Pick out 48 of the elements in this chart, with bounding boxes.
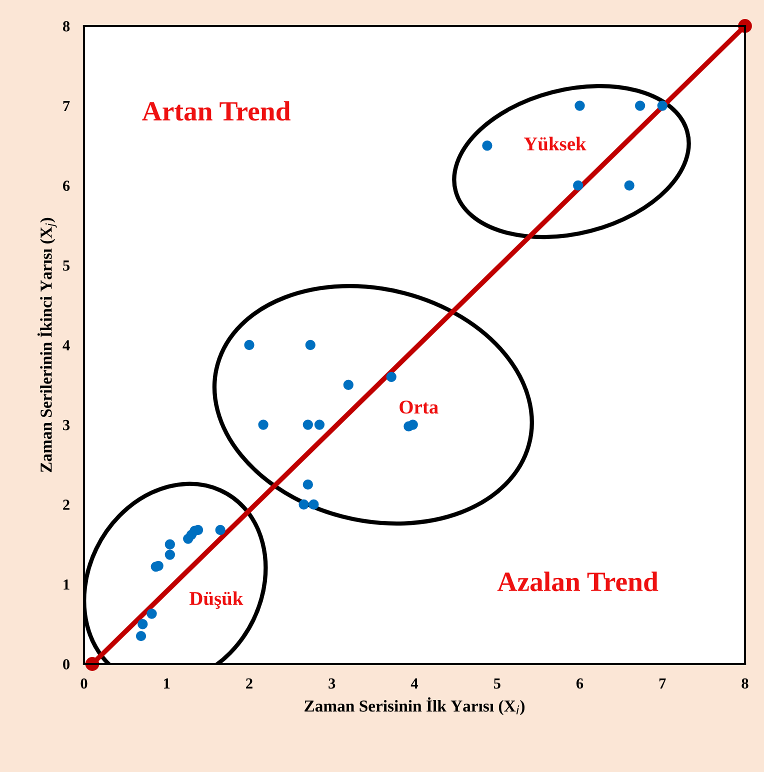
point	[146, 608, 157, 619]
x-tick-label: 5	[494, 678, 500, 689]
point	[624, 180, 634, 191]
y-tick-label: 5	[63, 260, 70, 271]
x-tick-label: 4	[410, 678, 418, 688]
point	[298, 499, 309, 510]
y-tick-label: 0	[63, 659, 70, 670]
y-axis-title: Zaman Serilerinin İkinci Yarısı (X$_{j}$)	[37, 218, 57, 472]
point	[302, 479, 313, 490]
y-tick-label: 8	[62, 21, 70, 32]
point	[408, 420, 418, 430]
point	[308, 499, 319, 510]
x-tick-label: 3	[328, 678, 336, 689]
point	[343, 380, 354, 390]
point	[244, 340, 254, 350]
point	[573, 180, 584, 191]
x-tick-label: 1	[164, 678, 170, 688]
annotation: Artan Trend	[142, 101, 291, 121]
y-tick-label: 2	[63, 500, 70, 510]
y-tick-label: 7	[63, 101, 70, 112]
annotation: Orta	[400, 400, 438, 414]
point	[136, 631, 146, 642]
x-tick-label: 8	[742, 678, 748, 689]
x-tick-label: 2	[246, 678, 252, 688]
annotation: Düşük	[190, 591, 244, 609]
point	[386, 372, 396, 382]
y-tick-label: 1	[64, 579, 70, 590]
x-tick-label: 6	[576, 678, 584, 689]
y-tick-label: 4	[62, 340, 70, 350]
x-tick-label: 7	[659, 678, 666, 688]
point	[302, 420, 313, 430]
x-tick-label: 0	[80, 678, 88, 689]
point	[574, 100, 585, 111]
point	[634, 100, 646, 111]
point	[164, 550, 176, 560]
annotation: Azalan Trend	[497, 572, 658, 592]
point	[482, 140, 492, 151]
point	[258, 420, 268, 430]
point	[215, 524, 226, 536]
point	[305, 340, 316, 350]
point	[657, 100, 668, 111]
x-axis-title: Zaman Serisinin İlk Yarısı (X$_{i}$)	[304, 697, 524, 716]
point	[164, 539, 176, 550]
point	[138, 619, 148, 630]
annotation: Yüksek	[524, 136, 586, 151]
y-tick-label: 6	[62, 180, 70, 191]
point	[314, 420, 325, 430]
y-tick-label: 3	[63, 420, 70, 430]
